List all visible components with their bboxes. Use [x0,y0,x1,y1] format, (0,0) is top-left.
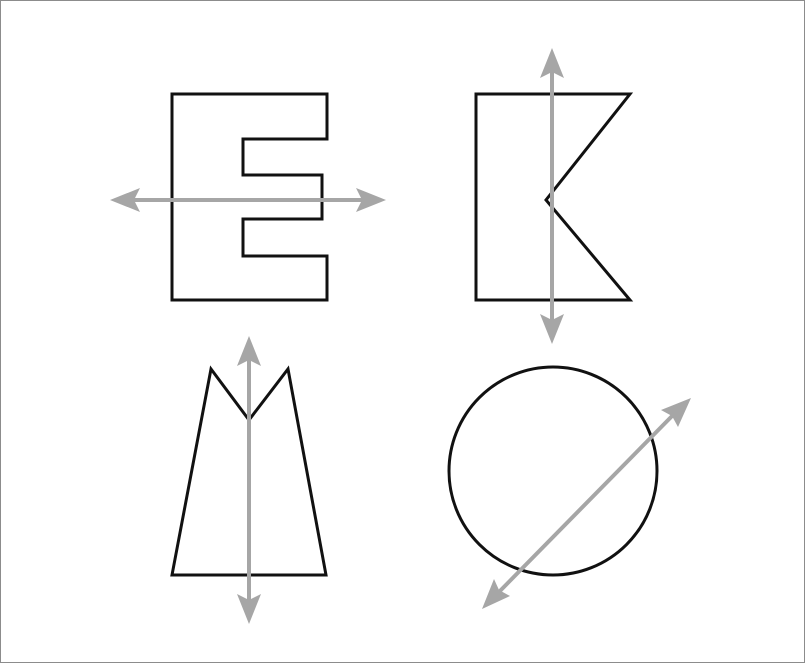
arrowhead-left-icon [110,188,140,212]
shape-circle-group [447,365,691,609]
arrowhead-up-icon [237,336,261,366]
shape-m-group [170,336,328,624]
arrowhead-down-icon [237,594,261,624]
shape-m-outline [170,365,328,577]
shape-k-symmetry-axis [540,48,564,344]
arrowhead-down-left-icon [482,579,510,609]
shape-e-group [110,92,386,302]
arrowhead-up-right-icon [661,398,691,427]
shape-k-group [474,48,634,344]
shape-e-outline [170,92,329,302]
arrowhead-right-icon [356,188,386,212]
arrowhead-up-icon [540,48,564,78]
shape-k-outline [474,92,634,302]
shape-m-symmetry-axis [237,336,261,624]
shape-circle-symmetry-axis [482,398,691,609]
arrowhead-down-icon [540,314,564,344]
shape-circle-outline [447,365,659,577]
shape-e-symmetry-axis [110,188,386,212]
